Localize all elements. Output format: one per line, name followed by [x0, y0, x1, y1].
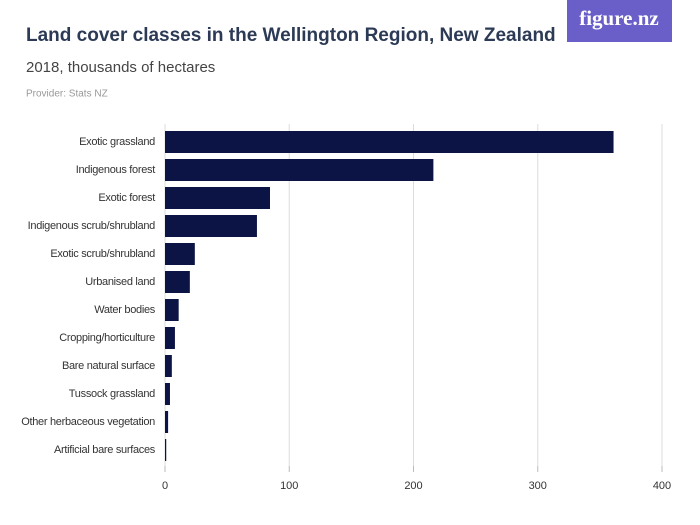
y-tick-label: Tussock grassland	[69, 388, 155, 400]
y-tick-label: Water bodies	[94, 304, 156, 316]
bar	[165, 383, 170, 405]
bar	[165, 243, 195, 265]
y-tick-label: Exotic scrub/shrubland	[50, 248, 155, 260]
y-tick-label: Indigenous scrub/shrubland	[28, 220, 156, 232]
y-tick-label: Urbanised land	[85, 276, 155, 288]
y-tick-label: Exotic grassland	[79, 136, 155, 148]
x-tick-label: 100	[280, 480, 298, 492]
bar	[165, 159, 434, 181]
bar	[165, 187, 270, 209]
logo: figure.nz	[579, 6, 659, 30]
x-tick-label: 300	[529, 480, 547, 492]
y-tick-label: Cropping/horticulture	[59, 332, 155, 344]
x-tick-label: 400	[653, 480, 671, 492]
x-tick-label: 200	[404, 480, 422, 492]
bar	[165, 355, 172, 377]
y-tick-label: Exotic forest	[98, 192, 155, 204]
logo-box	[567, 0, 672, 42]
x-tick-label: 0	[162, 480, 168, 492]
bar	[165, 215, 257, 237]
y-tick-label: Artificial bare surfaces	[54, 444, 156, 456]
bar	[165, 131, 614, 153]
chart-title: Land cover classes in the Wellington Reg…	[26, 25, 556, 46]
y-tick-label: Bare natural surface	[62, 360, 155, 372]
bar	[165, 327, 175, 349]
y-tick-label: Indigenous forest	[76, 164, 156, 176]
bar	[165, 299, 179, 321]
provider: Provider: Stats NZ	[26, 89, 108, 100]
chart-subtitle: 2018, thousands of hectares	[26, 59, 215, 76]
bar	[165, 411, 169, 433]
bar	[165, 439, 167, 461]
y-tick-label: Other herbaceous vegetation	[21, 416, 155, 428]
bar	[165, 271, 190, 293]
